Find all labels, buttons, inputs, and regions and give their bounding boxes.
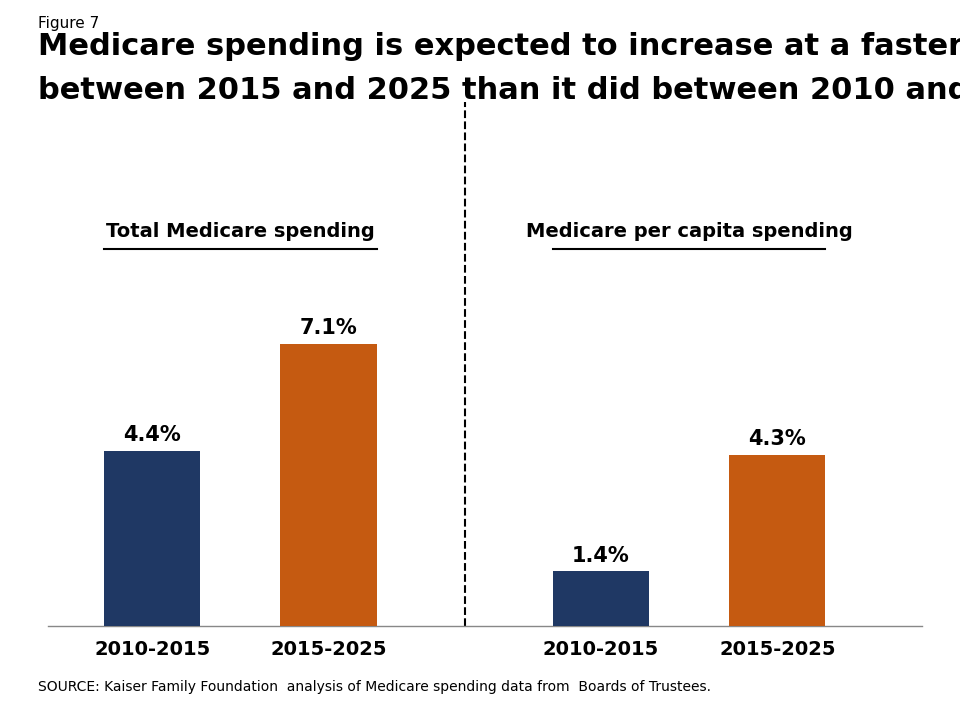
Text: 1.4%: 1.4% bbox=[572, 546, 630, 566]
Text: SOURCE: Kaiser Family Foundation  analysis of Medicare spending data from  Board: SOURCE: Kaiser Family Foundation analysi… bbox=[38, 680, 711, 694]
Text: 4.3%: 4.3% bbox=[749, 429, 806, 449]
Text: Figure 7: Figure 7 bbox=[38, 16, 100, 31]
Text: THE HENRY J.: THE HENRY J. bbox=[838, 648, 895, 657]
Text: between 2015 and 2025 than it did between 2010 and 2015: between 2015 and 2025 than it did betwee… bbox=[38, 76, 960, 104]
Text: FOUNDATION: FOUNDATION bbox=[838, 698, 895, 707]
Text: FAMILY: FAMILY bbox=[839, 678, 894, 693]
Text: Total Medicare spending: Total Medicare spending bbox=[106, 222, 374, 241]
Bar bbox=[553, 571, 649, 626]
Text: Medicare spending is expected to increase at a faster rate: Medicare spending is expected to increas… bbox=[38, 32, 960, 61]
Text: 7.1%: 7.1% bbox=[300, 318, 357, 338]
Text: KAISER: KAISER bbox=[838, 662, 895, 676]
Bar bbox=[104, 451, 201, 626]
Text: 4.4%: 4.4% bbox=[123, 426, 181, 445]
Bar bbox=[730, 455, 826, 626]
Text: Medicare per capita spending: Medicare per capita spending bbox=[526, 222, 852, 241]
Bar bbox=[280, 343, 376, 626]
